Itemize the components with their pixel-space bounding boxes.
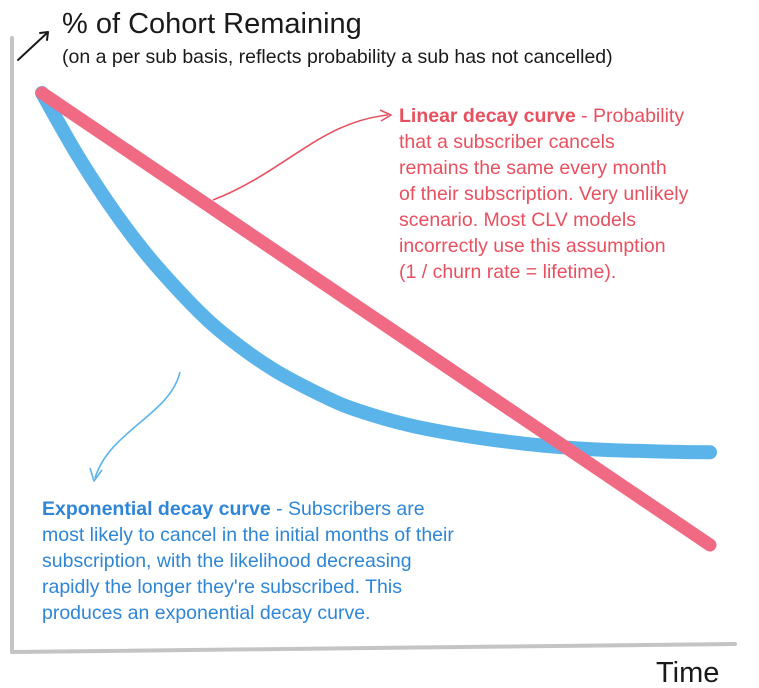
exponential-annotation-line-3: subscription, with the likelihood decrea… (42, 550, 412, 572)
linear-annotation-line-7: (1 / churn rate = lifetime). (399, 261, 616, 283)
exponential-annotation-arrowhead-icon (89, 467, 103, 482)
linear-annotation-line-5: scenario. Most CLV models (399, 209, 636, 231)
linear-annotation-connector (212, 114, 389, 201)
linear-annotation-line-3: remains the same every month (399, 157, 667, 179)
linear-annotation: Linear decay curve - Probability that a … (399, 105, 689, 283)
exponential-annotation: Exponential decay curve - Subscribers ar… (42, 498, 454, 624)
x-axis (10, 642, 737, 654)
linear-annotation-title: Linear decay curve (399, 105, 576, 127)
chart-title: % of Cohort Remaining (62, 8, 362, 40)
linear-annotation-line-2: that a subscriber cancels (399, 131, 615, 153)
exponential-decay-line (35, 86, 717, 460)
linear-annotation-separator: - (576, 105, 593, 127)
exponential-annotation-title: Exponential decay curve (42, 498, 271, 520)
exponential-annotation-separator: - (271, 498, 288, 520)
axis-arrow-icon (17, 31, 49, 61)
series-layer (35, 86, 717, 552)
exponential-annotation-text: Subscribers are (288, 498, 425, 520)
linear-decay-line (35, 86, 717, 552)
exponential-annotation-line-1: Exponential decay curve - Subscribers ar… (42, 498, 425, 520)
linear-annotation-arrowhead-icon (379, 109, 392, 122)
exponential-annotation-line-5: produces an exponential decay curve. (42, 602, 370, 624)
exponential-annotation-line-4: rapidly the longer they're subscribed. T… (42, 576, 402, 598)
exponential-annotation-connector (94, 371, 181, 479)
linear-annotation-line-4: of their subscription. Very unlikely (399, 183, 689, 205)
linear-annotation-line-6: incorrectly use this assumption (399, 235, 666, 257)
axes (10, 36, 737, 654)
x-axis-label: Time (656, 657, 719, 688)
linear-annotation-text: Probability (593, 105, 684, 127)
annotation-connectors (89, 109, 392, 482)
linear-annotation-line-1: Linear decay curve - Probability (399, 105, 684, 127)
chart-subtitle: (on a per sub basis, reflects probabilit… (62, 46, 613, 68)
exponential-annotation-line-2: most likely to cancel in the initial mon… (42, 524, 454, 546)
